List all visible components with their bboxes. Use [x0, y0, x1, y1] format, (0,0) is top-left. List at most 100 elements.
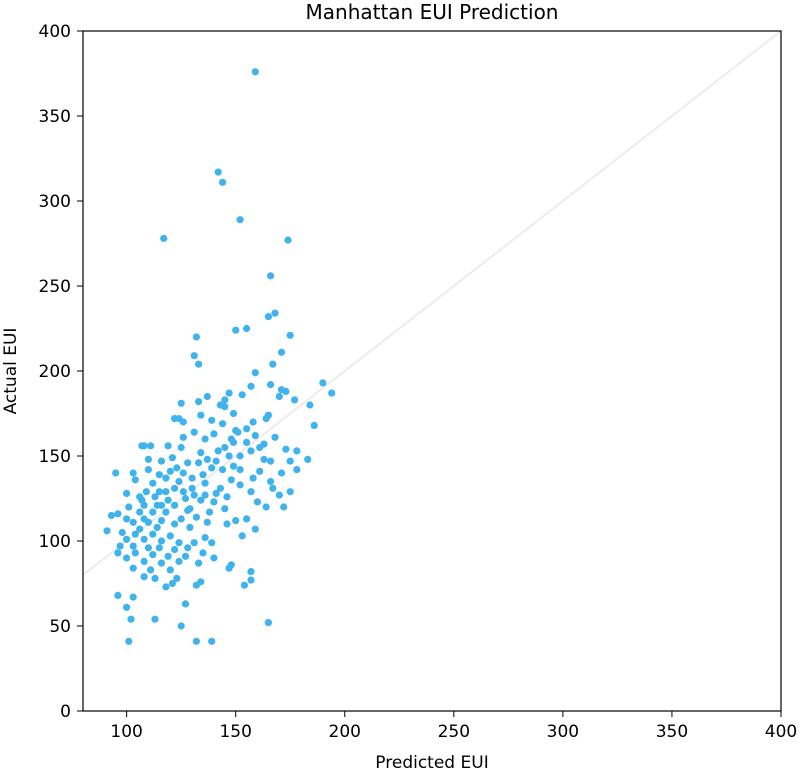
chart-title: Manhattan EUI Prediction: [306, 0, 559, 24]
data-point: [123, 603, 131, 611]
data-point: [195, 459, 203, 467]
data-point: [238, 391, 246, 399]
data-point: [186, 523, 194, 532]
data-point: [171, 501, 179, 509]
data-point: [181, 494, 190, 503]
data-point: [195, 360, 203, 368]
data-point: [249, 474, 257, 482]
data-point: [251, 432, 259, 440]
data-point: [177, 515, 185, 523]
plot-frame: [82, 30, 782, 712]
data-point: [236, 466, 244, 474]
data-point: [264, 619, 272, 627]
data-point: [225, 564, 233, 572]
data-point: [114, 510, 122, 518]
data-point: [144, 466, 152, 474]
data-point: [125, 503, 133, 511]
x-tick-label: 100: [110, 722, 142, 742]
data-point: [168, 579, 176, 588]
data-point: [160, 234, 168, 242]
data-point: [151, 574, 159, 583]
data-point: [151, 615, 159, 623]
data-point: [247, 576, 255, 584]
data-point: [197, 449, 205, 457]
data-point: [179, 488, 187, 496]
data-point: [267, 477, 275, 486]
data-point: [203, 455, 211, 463]
data-point: [149, 551, 157, 559]
data-point: [147, 442, 155, 450]
data-point: [267, 457, 275, 465]
data-point: [177, 443, 185, 452]
data-point: [129, 593, 137, 601]
x-axis: 100 150 200 250 300 350 400: [110, 711, 797, 742]
data-point: [184, 459, 192, 467]
data-point: [155, 488, 163, 496]
y-tick-label: 250: [39, 277, 71, 297]
data-point: [151, 493, 159, 501]
data-point: [149, 479, 157, 487]
data-point: [136, 525, 144, 533]
data-point: [103, 527, 111, 535]
data-point: [123, 515, 131, 523]
data-point: [240, 581, 248, 589]
data-point: [157, 559, 166, 567]
data-point: [166, 467, 174, 475]
data-point: [164, 552, 172, 560]
data-point: [190, 428, 198, 436]
data-point: [123, 489, 131, 497]
data-point: [192, 637, 200, 645]
data-point: [107, 511, 115, 520]
data-point: [164, 442, 172, 450]
data-point: [155, 544, 163, 552]
x-tick-label: 350: [656, 722, 688, 742]
data-point: [328, 389, 336, 397]
data-point: [201, 435, 209, 443]
data-point: [319, 379, 327, 387]
data-point: [249, 418, 257, 426]
plot-area: [82, 30, 782, 645]
data-point: [251, 68, 259, 76]
data-point: [282, 387, 290, 395]
data-point: [181, 600, 190, 608]
data-point: [227, 476, 235, 484]
data-point: [223, 520, 231, 528]
data-point: [184, 544, 192, 552]
y-tick-label: 0: [60, 702, 71, 722]
data-point: [140, 535, 148, 543]
y-axis: 0 50 100 150 200 250 300 350 400: [39, 22, 83, 722]
data-point: [123, 554, 131, 562]
y-tick-label: 150: [39, 447, 71, 467]
data-point: [177, 622, 185, 630]
data-point: [221, 396, 229, 404]
data-point: [131, 530, 139, 538]
data-point: [243, 438, 251, 446]
data-point: [138, 442, 146, 450]
data-point: [136, 508, 144, 516]
x-tick-label: 250: [438, 722, 470, 742]
data-point: [304, 455, 312, 463]
data-point: [157, 537, 166, 545]
data-point: [162, 583, 170, 591]
data-point: [173, 464, 181, 472]
data-point: [214, 447, 222, 455]
data-point: [277, 348, 286, 356]
data-point: [173, 574, 181, 583]
data-point: [234, 428, 242, 436]
data-point: [188, 474, 196, 482]
data-point: [212, 489, 220, 497]
y-tick-label: 50: [49, 617, 71, 637]
data-point: [221, 403, 229, 411]
data-point: [147, 566, 155, 574]
data-point: [136, 493, 144, 501]
data-point: [210, 554, 218, 562]
data-point: [205, 508, 214, 516]
data-point: [144, 455, 152, 463]
data-point: [114, 549, 122, 557]
x-tick-label: 400: [765, 722, 797, 742]
data-point: [251, 525, 259, 533]
x-axis-title: Predicted EUI: [375, 753, 488, 769]
data-point: [271, 309, 279, 317]
data-point: [280, 503, 288, 511]
data-point: [216, 484, 224, 492]
